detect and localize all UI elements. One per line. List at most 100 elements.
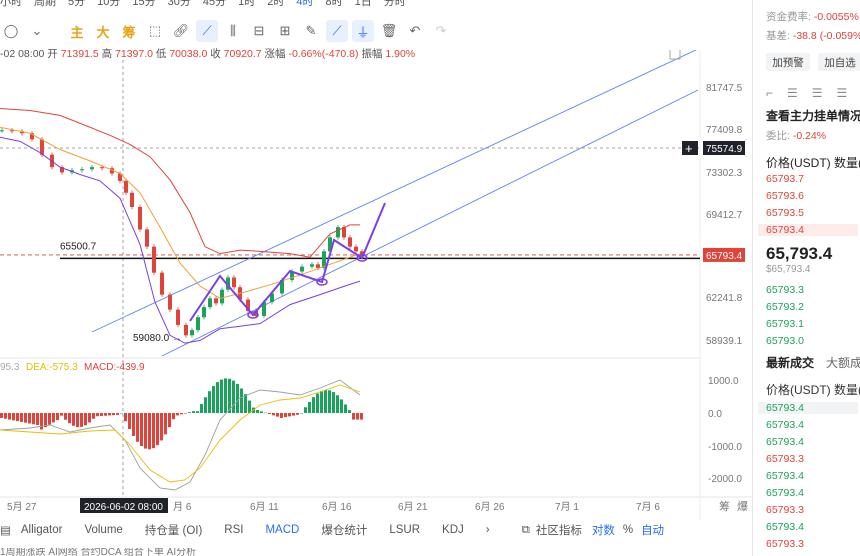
macd-bar: [264, 412, 267, 414]
macd-bar: [300, 413, 303, 414]
macd-legend-a: 95.3: [0, 362, 20, 373]
add-favorite-button[interactable]: 加自选: [818, 53, 860, 71]
trades-tab[interactable]: 最新成交: [766, 356, 815, 370]
bid-row[interactable]: 65793.3: [766, 284, 804, 296]
timeframe-7[interactable]: 1时: [238, 0, 256, 8]
ask-row[interactable]: 65793.4: [758, 224, 858, 236]
macd-tick-label: -2000.0: [708, 474, 742, 485]
timeframe-9[interactable]: 4时: [296, 0, 314, 8]
candle-body: [138, 206, 142, 230]
macd-bar: [120, 413, 123, 414]
large-trades-tab[interactable]: 大额成: [826, 356, 860, 370]
timeframe-6[interactable]: 45分: [202, 0, 227, 8]
price-tick-label: 73302.3: [706, 168, 743, 179]
chevron-down-icon[interactable]: ⌄: [31, 23, 43, 38]
ask-row[interactable]: 65793.6: [766, 190, 804, 202]
macd-bar: [0, 413, 3, 418]
candle-body: [196, 317, 200, 331]
trash-icon[interactable]: 🗑︎: [380, 23, 398, 38]
timeframe-2[interactable]: 5分: [68, 0, 86, 8]
macd-bar: [152, 413, 155, 449]
candle-body: [184, 324, 188, 336]
circle-tool-icon[interactable]: ◯: [3, 23, 19, 38]
bid-row[interactable]: 65793.0: [766, 335, 804, 347]
macd-bar: [24, 413, 27, 423]
chip-distribution-button[interactable]: 筹: [122, 24, 136, 40]
trade-row[interactable]: 65793.4: [766, 419, 804, 431]
candle-body: [280, 279, 284, 294]
macd-bar: [268, 413, 271, 414]
ask-row[interactable]: 65793.7: [766, 173, 804, 185]
note-tool-icon[interactable]: ✎: [305, 23, 317, 38]
panel-icon[interactable]: ▤: [0, 525, 11, 537]
log-scale-toggle[interactable]: 对数: [591, 525, 615, 537]
last-price: 65,793.4: [766, 244, 833, 263]
trade-row[interactable]: 65793.3: [766, 538, 804, 550]
tab-alligator[interactable]: Alligator: [20, 524, 63, 536]
timeframe-8[interactable]: 2时: [267, 0, 285, 8]
timeframe-12[interactable]: 分时: [383, 0, 406, 8]
trade-row[interactable]: 65793.3: [766, 453, 804, 465]
crosshair-plus-button: [682, 141, 698, 155]
tab-rsi[interactable]: RSI: [224, 524, 244, 536]
auto-scale-toggle[interactable]: 自动: [641, 525, 665, 537]
magnet-tool-icon[interactable]: ⟋: [326, 20, 348, 42]
bid-row[interactable]: 65793.2: [766, 301, 804, 313]
main-indicator-button[interactable]: 主: [70, 24, 84, 40]
ask-row[interactable]: 65793.5: [766, 207, 804, 219]
filter-icon[interactable]: ⏚: [352, 20, 374, 42]
trendline-tool-icon[interactable]: ⟋: [196, 20, 218, 42]
timeframe-bar: 小时 周期 5分 10分 15分 30分 45分 1时 2时 4时 8时 1日 分时: [0, 0, 752, 10]
close-label: 收: [210, 48, 221, 60]
macd-bar: [192, 411, 195, 413]
tab-macd[interactable]: MACD: [265, 524, 300, 536]
trade-row[interactable]: 65793.4: [766, 487, 804, 499]
timeframe-10[interactable]: 8时: [325, 0, 343, 8]
community-indicators-link[interactable]: 社区指标: [535, 525, 582, 537]
main-orders-title[interactable]: 查看主力挂单情况: [766, 109, 860, 123]
trade-row[interactable]: 65793.4: [758, 402, 858, 414]
measure-tool-icon[interactable]: ⊞: [279, 23, 291, 38]
candle-tool-icon[interactable]: ⫼: [230, 23, 236, 38]
tab-lsur[interactable]: LSUR: [389, 524, 421, 536]
large-order-button[interactable]: 大: [96, 24, 110, 40]
tab-liquidation[interactable]: 爆仓统计: [321, 525, 368, 537]
link-icon[interactable]: 🔗︎: [172, 23, 190, 38]
candle-body: [168, 294, 172, 310]
candle-body: [342, 227, 346, 238]
tab-kdj[interactable]: KDJ: [442, 524, 464, 536]
macd-bar: [316, 393, 319, 413]
timeframe-3[interactable]: 10分: [97, 0, 121, 8]
timeframe-0[interactable]: 小时: [0, 0, 22, 8]
book-layout-icons[interactable]: ⌐☰☰☰: [766, 86, 860, 100]
trade-row[interactable]: 65793.3: [766, 504, 804, 516]
separator: [52, 20, 62, 42]
bid-row[interactable]: 65793.1: [766, 318, 804, 330]
candle-body: [220, 289, 224, 304]
tabs-next-icon[interactable]: ›: [485, 524, 490, 536]
candle-body: [310, 264, 314, 267]
macd-bar: [132, 413, 135, 436]
redo-icon[interactable]: ↷: [435, 23, 447, 38]
position-tool-icon[interactable]: ⊟: [253, 23, 265, 38]
select-tool-icon[interactable]: ⬚: [148, 23, 162, 38]
percent-toggle[interactable]: %: [622, 524, 634, 536]
candle-body: [118, 173, 122, 181]
macd-bar: [40, 413, 43, 430]
timeframe-1[interactable]: 周期: [34, 0, 56, 8]
timeframe-5[interactable]: 30分: [167, 0, 191, 8]
macd-bar: [48, 413, 51, 425]
current-price-text: 65793.4: [706, 251, 743, 262]
add-alert-button[interactable]: 加预警: [766, 53, 810, 71]
candle-body: [322, 251, 326, 268]
macd-bar: [284, 413, 287, 418]
undo-icon[interactable]: ↶: [409, 23, 421, 38]
tab-volume[interactable]: Volume: [84, 524, 123, 536]
price-chart[interactable]: 65500.7 59080.0 → 81747.5 77409.8 73302.3 694…: [0, 50, 752, 520]
tab-oi[interactable]: 持仓量 (OI): [144, 525, 203, 537]
trade-row[interactable]: 65793.4: [766, 436, 804, 448]
timeframe-4[interactable]: 15分: [132, 0, 156, 8]
timeframe-11[interactable]: 1日: [354, 0, 372, 8]
trade-row[interactable]: 65793.4: [766, 470, 804, 482]
trade-row[interactable]: 65793.4: [766, 521, 804, 533]
